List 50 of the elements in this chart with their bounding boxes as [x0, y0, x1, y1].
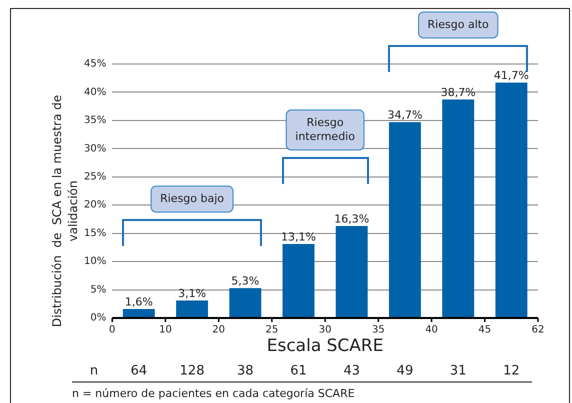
bar — [388, 122, 421, 318]
data-label: 38,7% — [440, 86, 476, 99]
data-label: 3,1% — [178, 286, 206, 300]
text: Riesgo alto — [428, 18, 490, 31]
data-label: 16,3% — [334, 212, 370, 226]
text: 12 — [503, 363, 520, 378]
data-label: 13,1% — [281, 230, 316, 244]
y-tick-label: 40% — [84, 86, 106, 98]
data-label: 34,7% — [387, 108, 422, 122]
y-tick-label: 25% — [84, 171, 106, 182]
y-tick-label: 35% — [84, 115, 106, 126]
y-tick-label: 45% — [84, 58, 106, 70]
bar — [176, 300, 208, 318]
y-tick-label: 10% — [84, 256, 106, 268]
text: 0 — [109, 324, 116, 336]
text: 10 — [159, 324, 172, 336]
data-label: 1,6% — [124, 295, 153, 308]
annotation: Riesgo intermedio — [295, 116, 356, 143]
annotation: Riesgo bajo — [160, 192, 224, 205]
text: 45 — [478, 324, 492, 336]
text: n = número de pacientes en cada categoría SCARE — [72, 386, 355, 400]
text: 38 — [237, 363, 254, 378]
bar — [495, 82, 528, 318]
y-tick-label: 30% — [84, 143, 106, 154]
bar — [229, 288, 262, 318]
bar — [282, 244, 314, 318]
text: 40 — [425, 324, 438, 336]
data-label: 41,7% — [494, 68, 529, 82]
text: 49 — [396, 363, 414, 378]
text: 64 — [130, 363, 148, 378]
y-axis-title: Distribución de SCA en la muestra de validación — [50, 94, 80, 328]
x-axis-title: Escala SCARE — [266, 336, 384, 356]
bar — [122, 308, 155, 318]
text: n — [90, 363, 98, 378]
text: 30 — [318, 324, 332, 336]
text: 20 — [212, 324, 226, 336]
text: 128 — [180, 363, 204, 378]
y-tick-label: 0% — [90, 312, 106, 324]
bar — [336, 226, 368, 318]
text: 35 — [372, 324, 385, 336]
data-label: 5,3% — [231, 274, 260, 288]
text: 25 — [266, 324, 278, 336]
bar — [442, 100, 474, 318]
y-tick-label: 15% — [84, 228, 106, 239]
text: 61 — [290, 363, 307, 378]
y-tick-label: 5% — [90, 284, 106, 296]
text: 31 — [450, 363, 466, 378]
text: 62 — [532, 324, 544, 336]
text: 43 — [343, 363, 360, 378]
y-tick-label: 20% — [84, 200, 106, 211]
